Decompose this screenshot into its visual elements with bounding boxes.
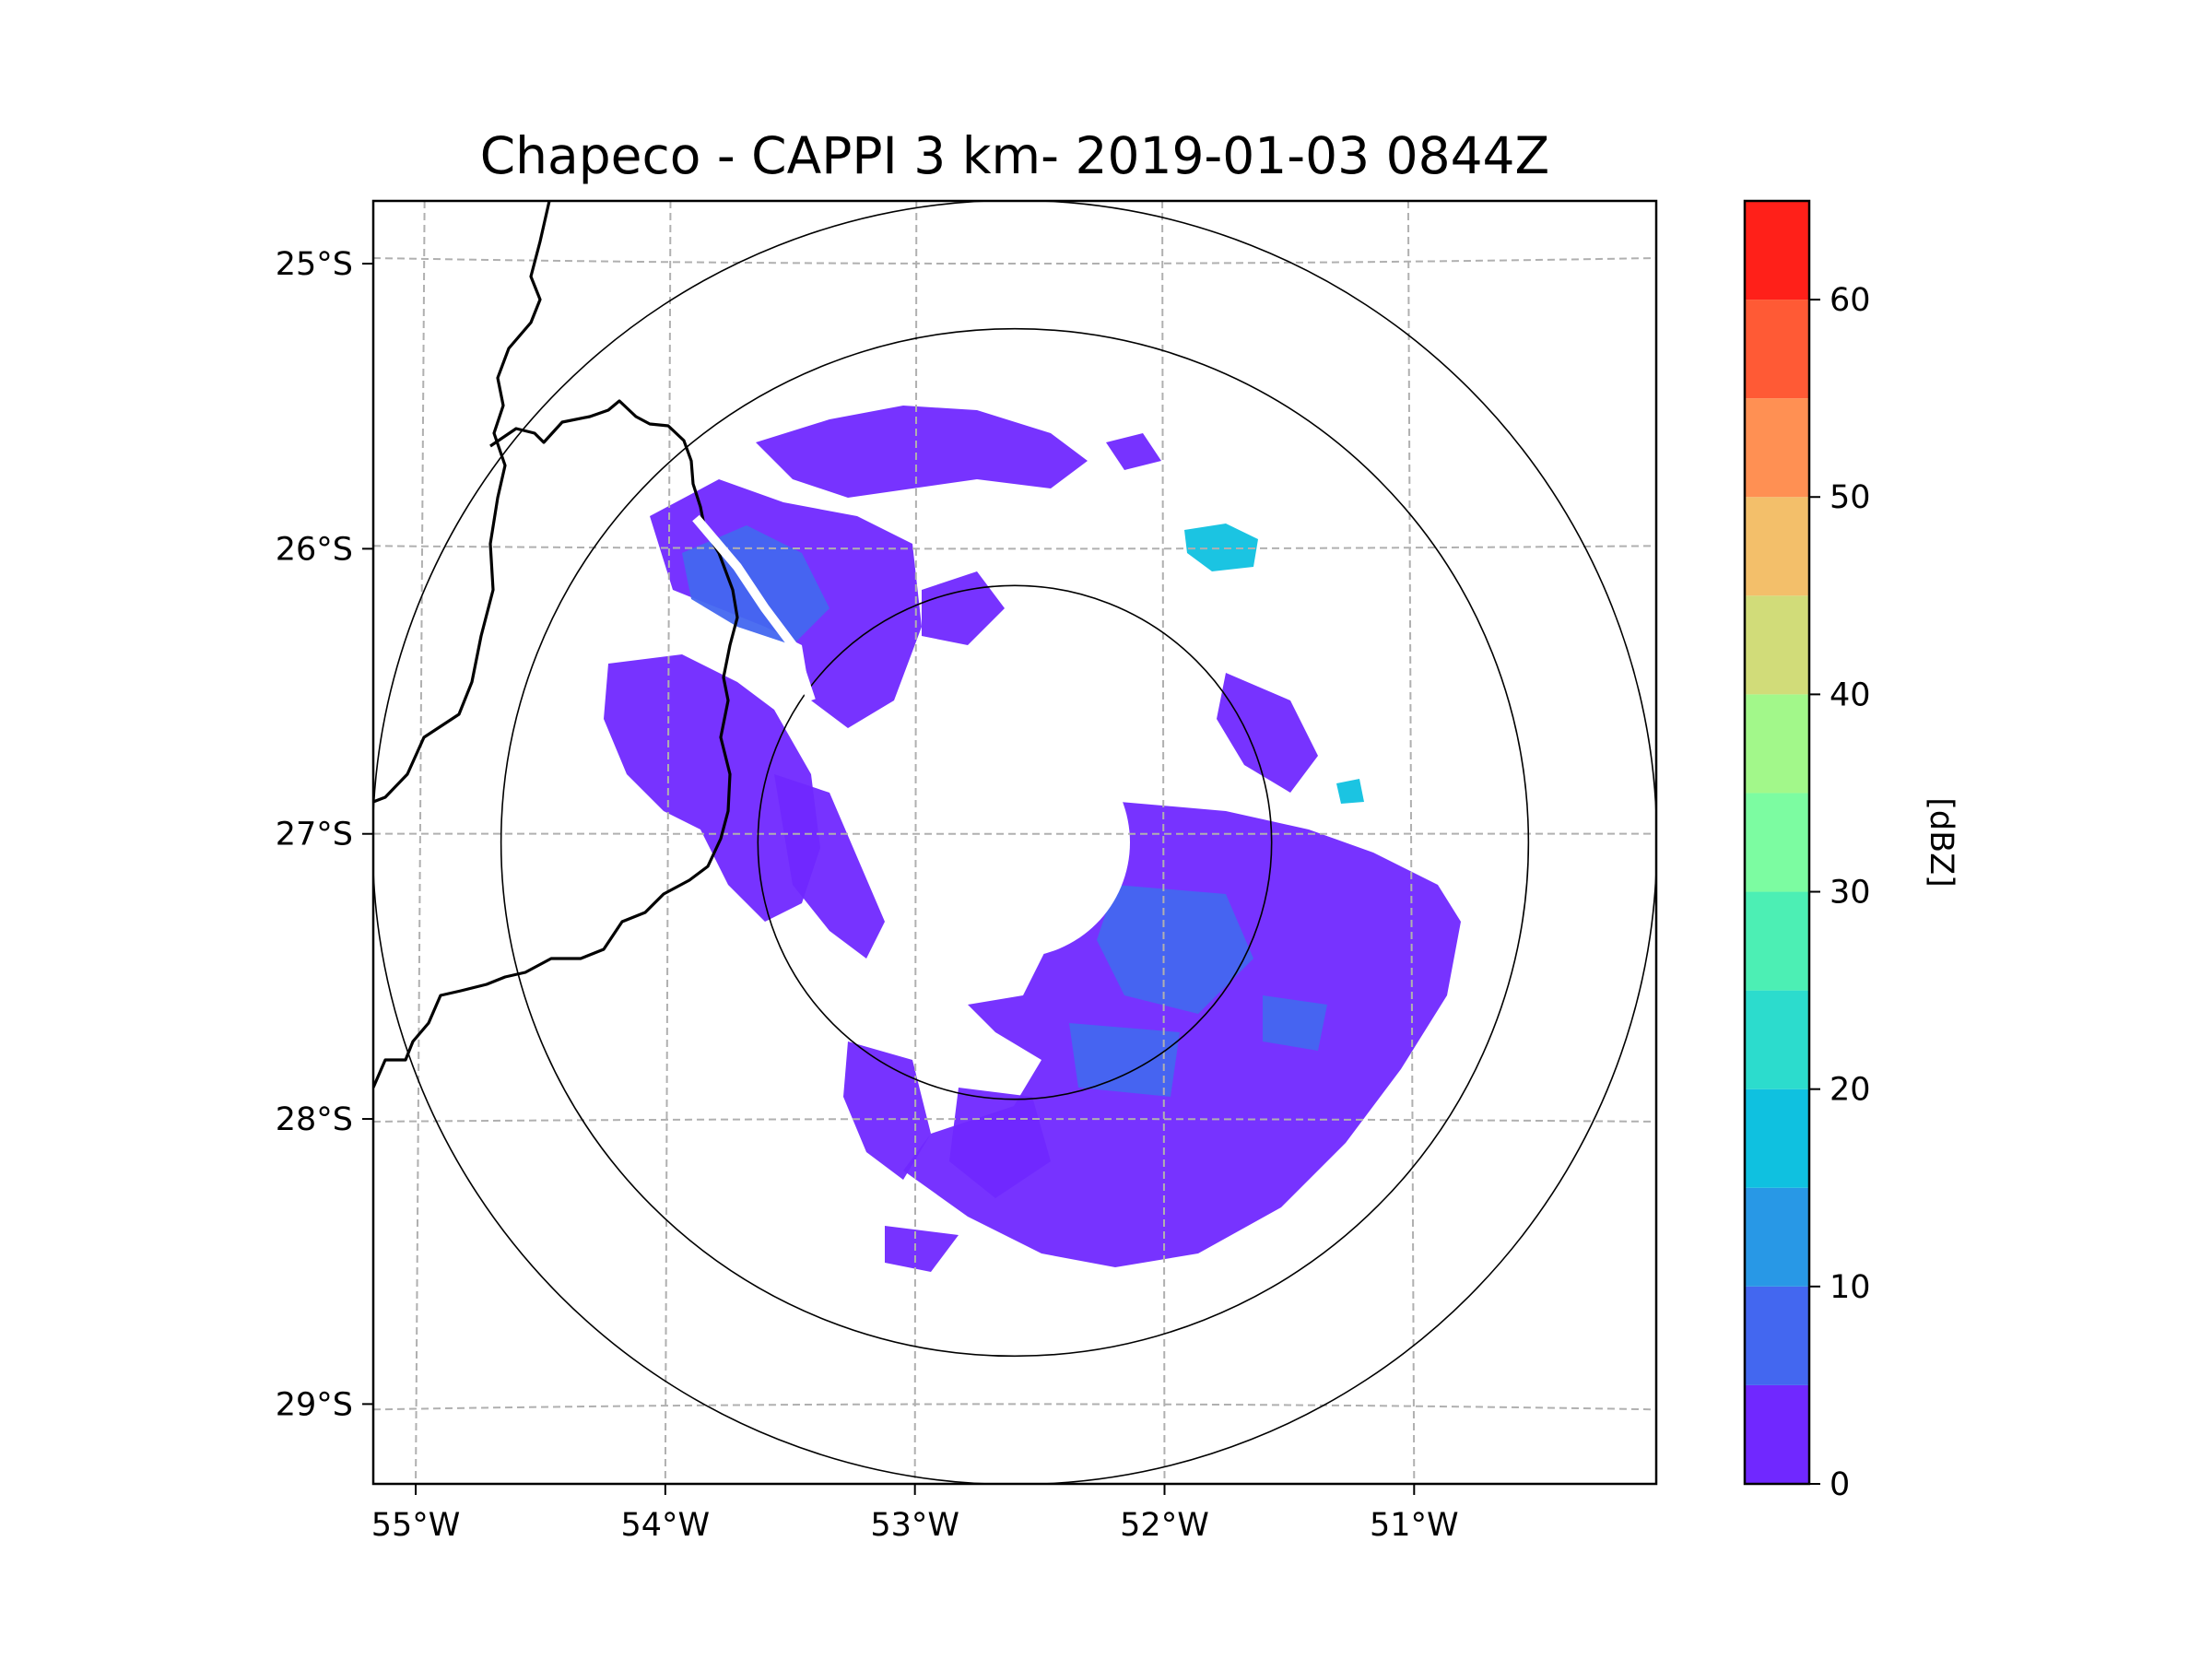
- echo-southeast-embedded-5: [1069, 1023, 1180, 1097]
- colorbar-tick-label-3: 30: [1830, 875, 1871, 912]
- colorbar-tick-label-5: 50: [1830, 479, 1871, 516]
- x-tick-label-4: 51°W: [1370, 1507, 1459, 1544]
- echo-northeast-cell-16: [1336, 779, 1364, 804]
- grid-lat-3: [373, 1118, 1656, 1123]
- y-tick-label-3: 28°S: [276, 1101, 353, 1138]
- colorbar-bin-3: [1745, 1088, 1809, 1188]
- colorbar-bin-7: [1745, 694, 1809, 794]
- grid-lon-3: [1161, 201, 1166, 1484]
- grid-lon-1: [664, 201, 672, 1484]
- beam-blockage: [692, 514, 816, 702]
- colorbar: 0 10 20 30 40 50 60: [1743, 199, 1871, 1503]
- echo-southeast-embedded-4: [1097, 885, 1253, 1014]
- echo-southeast-embedded-6: [1263, 995, 1327, 1051]
- colorbar-bin-8: [1745, 595, 1809, 695]
- x-tick-label-1: 54°W: [621, 1507, 711, 1544]
- colorbar-bin-6: [1745, 793, 1809, 892]
- y-tick-label-4: 29°S: [276, 1386, 353, 1423]
- range-rings: [373, 201, 1656, 1484]
- colorbar-bin-12: [1745, 201, 1809, 300]
- cone-of-silence: [900, 727, 1130, 958]
- colorbar-tick-label-6: 60: [1830, 282, 1871, 319]
- radar-echoes: [604, 406, 1461, 1272]
- echo-north-scatter-13: [1217, 673, 1318, 793]
- colorbar-bin-5: [1745, 891, 1809, 991]
- grid-lat-1: [373, 545, 1656, 550]
- colorbar-bin-4: [1745, 990, 1809, 1089]
- x-axis: 55°W 54°W 53°W 52°W 51°W: [371, 1484, 1459, 1544]
- echo-northeast-cell-15: [1184, 524, 1258, 571]
- grid-lat-0: [373, 256, 1656, 265]
- grid-lon-4: [1406, 201, 1416, 1484]
- colorbar-label: [dBZ]: [1923, 797, 1959, 888]
- plot-area: [373, 201, 1656, 1484]
- x-tick-label-0: 55°W: [371, 1507, 461, 1544]
- echo-southeast-precip-3: [885, 1226, 959, 1272]
- colorbar-tick-label-1: 10: [1830, 1269, 1871, 1306]
- grid-lon-2: [913, 201, 918, 1484]
- y-axis: 25°S 26°S 27°S 28°S 29°S: [276, 246, 373, 1423]
- colorbar-bin-2: [1745, 1187, 1809, 1287]
- y-tick-label-1: 26°S: [276, 531, 353, 568]
- colorbar-frame: [1743, 199, 1811, 1486]
- range-ring-200km: [500, 327, 1530, 1358]
- colorbar-bin-0: [1745, 1384, 1809, 1484]
- y-tick-label-0: 25°S: [276, 246, 353, 283]
- axes-frame: [371, 199, 1658, 1486]
- colorbar-tick-label-2: 20: [1830, 1072, 1871, 1109]
- chart-title: Chapeco - CAPPI 3 km- 2019-01-03 0844Z: [480, 126, 1549, 185]
- border-santa-catarina-parana: [373, 399, 739, 1088]
- echo-north-scatter-14: [1106, 433, 1161, 470]
- echo-southeast-precip-1: [949, 1088, 1051, 1198]
- colorbar-tick-label-4: 40: [1830, 677, 1871, 713]
- political-borders: [373, 201, 816, 1088]
- x-tick-label-3: 52°W: [1120, 1507, 1209, 1544]
- grid-lat-4: [373, 1403, 1656, 1411]
- grid-lon-0: [415, 201, 426, 1484]
- colorbar-bin-9: [1745, 497, 1809, 596]
- graticule: [373, 201, 1656, 1484]
- range-ring-100km: [757, 584, 1273, 1100]
- echo-west-cluster-10: [774, 774, 885, 959]
- echo-north-scatter-12: [922, 571, 1005, 645]
- x-tick-label-2: 53°W: [870, 1507, 959, 1544]
- colorbar-bin-1: [1745, 1286, 1809, 1385]
- border-argentina-brazil: [373, 201, 551, 804]
- echo-north-scatter-11: [756, 406, 1088, 498]
- colorbar-tick-label-0: 0: [1830, 1466, 1850, 1503]
- echo-west-cluster-9: [604, 654, 820, 922]
- colorbar-bin-11: [1745, 300, 1809, 399]
- y-tick-label-2: 27°S: [276, 817, 353, 853]
- colorbar-bin-10: [1745, 398, 1809, 498]
